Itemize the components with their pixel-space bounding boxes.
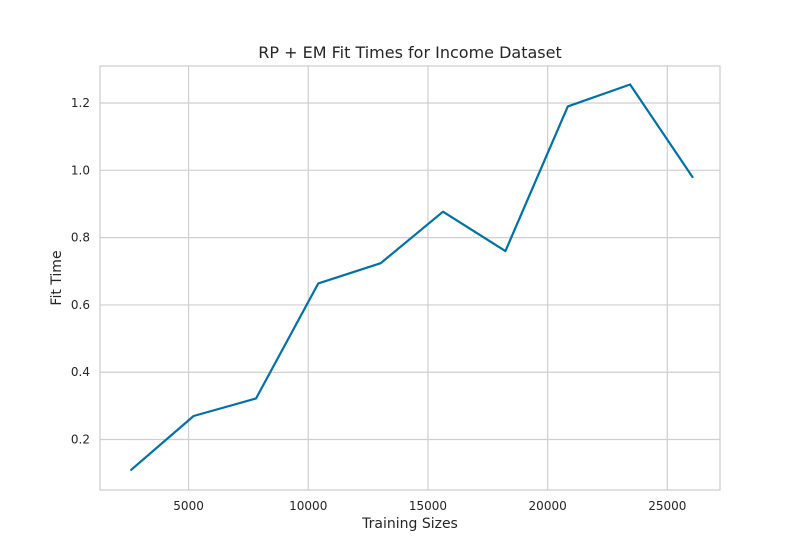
y-axis-ticks: 0.2 0.4 0.6 0.8 1.0 1.2: [71, 96, 90, 447]
x-tick-label: 5000: [173, 499, 204, 513]
y-tick-label: 0.8: [71, 231, 90, 245]
y-tick-label: 0.6: [71, 298, 90, 312]
y-tick-label: 1.2: [71, 96, 90, 110]
x-axis-ticks: 5000 10000 15000 20000 25000: [173, 499, 686, 513]
series-layer: [130, 83, 694, 471]
x-tick-label: 20000: [529, 499, 567, 513]
grid: [100, 66, 720, 490]
x-axis-label: Training Sizes: [361, 516, 458, 532]
y-tick-label: 0.4: [71, 365, 90, 379]
x-tick-label: 25000: [648, 499, 686, 513]
series-line: [130, 83, 694, 471]
x-tick-label: 10000: [289, 499, 327, 513]
y-axis-label: Fit Time: [49, 250, 65, 305]
x-tick-label: 15000: [409, 499, 447, 513]
y-tick-label: 1.0: [71, 163, 90, 177]
plot-frame: [99, 65, 721, 491]
chart-title: RP + EM Fit Times for Income Dataset: [258, 43, 561, 62]
y-tick-label: 0.2: [71, 433, 90, 447]
